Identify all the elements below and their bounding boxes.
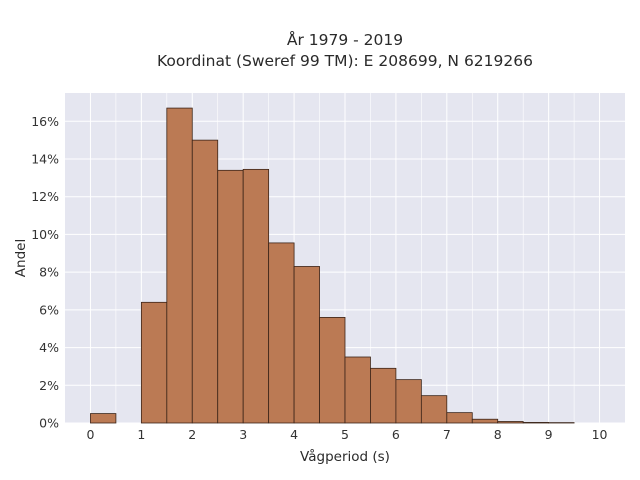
histogram-bar <box>497 421 524 424</box>
histogram-bar <box>140 301 168 424</box>
y-tick-label: 0% <box>39 416 59 431</box>
y-tick-label: 10% <box>31 227 59 242</box>
histogram-bar <box>293 266 320 424</box>
histogram-bar <box>370 367 397 424</box>
histogram-bar <box>395 379 422 424</box>
y-axis-ticks: 0% 2% 4% 6% 8% 10% 12% 14% 16% <box>31 114 59 431</box>
x-tick-label: 9 <box>545 427 553 442</box>
y-tick-label: 4% <box>39 340 59 355</box>
chart-title-line-1: År 1979 - 2019 <box>287 30 403 49</box>
histogram-bar <box>90 413 117 424</box>
histogram-bar <box>191 139 219 424</box>
histogram-bar <box>471 418 499 424</box>
x-tick-label: 5 <box>341 427 349 442</box>
y-tick-label: 6% <box>39 302 59 317</box>
x-tick-label: 2 <box>188 427 196 442</box>
y-tick-label: 2% <box>39 378 59 393</box>
x-tick-label: 6 <box>392 427 400 442</box>
x-axis-ticks: 0 1 2 3 4 5 6 7 8 9 10 <box>86 427 607 442</box>
y-tick-label: 16% <box>31 114 59 129</box>
histogram-bar <box>242 168 270 424</box>
bars <box>90 107 575 424</box>
histogram-bar <box>319 316 346 424</box>
x-tick-label: 1 <box>137 427 145 442</box>
histogram-bar <box>420 395 448 424</box>
x-tick-label: 7 <box>443 427 451 442</box>
x-tick-label: 0 <box>86 427 94 442</box>
x-tick-label: 4 <box>290 427 298 442</box>
y-axis-label: Andel <box>13 239 29 277</box>
y-tick-label: 8% <box>39 265 59 280</box>
y-tick-label: 14% <box>31 152 59 167</box>
histogram-bar <box>268 242 295 424</box>
y-tick-label: 12% <box>31 189 59 204</box>
x-tick-label: 10 <box>592 427 608 442</box>
histogram-bar <box>446 412 473 424</box>
x-axis-label: Vågperiod (s) <box>300 448 390 465</box>
chart-title-line-2: Koordinat (Sweref 99 TM): E 208699, N 62… <box>157 52 533 70</box>
histogram-bar <box>217 169 244 424</box>
histogram-bar <box>166 107 193 424</box>
histogram-bar <box>344 356 371 424</box>
x-tick-label: 3 <box>239 427 247 442</box>
x-tick-label: 8 <box>494 427 502 442</box>
histogram-bar <box>522 422 550 424</box>
